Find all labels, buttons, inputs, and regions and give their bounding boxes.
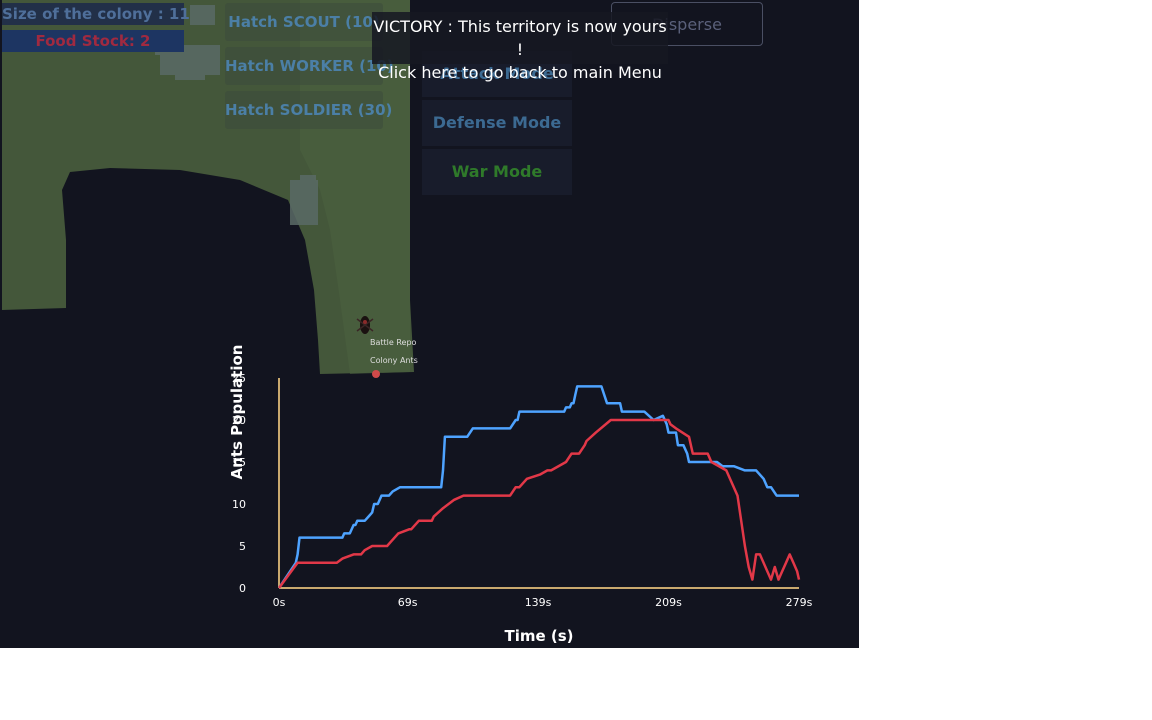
x-tick-label: 69s: [398, 596, 418, 609]
hatch-worker-button[interactable]: Hatch WORKER (10): [225, 47, 394, 85]
x-tick-label: 279s: [786, 596, 813, 609]
colony-ants-label: Colony Ants: [370, 356, 418, 365]
hatch-scout-button[interactable]: Hatch SCOUT (10): [225, 3, 383, 41]
y-tick-label: 20: [232, 414, 246, 427]
victory-banner[interactable]: VICTORY : This territory is now yours ! …: [372, 12, 668, 82]
x-axis-title: Time (s): [504, 627, 573, 645]
defense-mode-button[interactable]: Defense Mode: [422, 100, 572, 146]
back-to-menu-link[interactable]: Click here to go back to main Menu: [378, 63, 662, 82]
game-viewport: Battle Repo Colony Ants Size of the colo…: [0, 0, 859, 648]
colony-population-line: [277, 385, 799, 589]
y-tick-label: 15: [232, 456, 246, 469]
x-tick-label: 0s: [273, 596, 286, 609]
x-tick-label: 139s: [525, 596, 552, 609]
y-tick-label: 25: [232, 372, 246, 385]
hatch-soldier-button[interactable]: Hatch SOLDIER (30): [225, 91, 392, 129]
y-axis-title: Ants Population: [228, 345, 246, 480]
y-tick-label: 0: [239, 582, 246, 595]
x-tick-label: 209s: [655, 596, 682, 609]
ant-sprite: [356, 316, 374, 334]
enemy-population-line: [277, 418, 801, 589]
food-stock-label: Food Stock: 2: [2, 30, 184, 52]
victory-message: VICTORY : This territory is now yours !: [373, 17, 667, 59]
population-chart: 0 5 10 15 20 25 0s 69s 139s 209s 279s Time (s) An…: [228, 345, 813, 645]
y-tick-label: 10: [232, 498, 246, 511]
war-mode-button[interactable]: War Mode: [422, 149, 572, 195]
colony-size-label: Size of the colony : 11: [2, 3, 190, 25]
battle-report-label: Battle Repo: [370, 338, 417, 347]
y-tick-label: 5: [239, 540, 246, 553]
